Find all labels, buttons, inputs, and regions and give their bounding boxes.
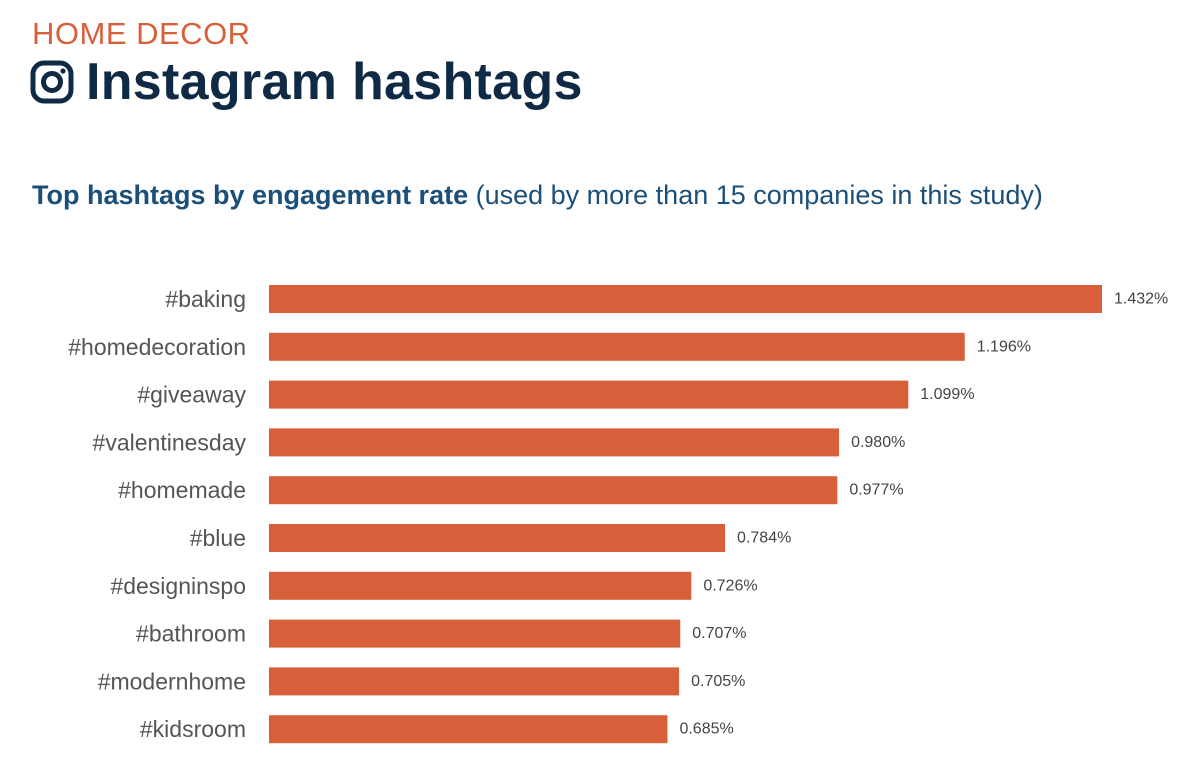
bar <box>269 619 681 648</box>
bar <box>269 332 965 361</box>
category-label: #bathroom <box>136 621 246 647</box>
bar <box>269 285 1102 313</box>
category-label: #giveaway <box>137 382 246 408</box>
category-label: #kidsroom <box>140 716 246 742</box>
chart-subtitle: Top hashtags by engagement rate (used by… <box>32 180 1043 211</box>
value-label: 0.707% <box>692 625 746 642</box>
category-label: #valentinesday <box>93 429 247 455</box>
subtitle-bold: Top hashtags by engagement rate <box>32 180 469 210</box>
value-label: 0.726% <box>703 577 757 594</box>
value-label: 1.099% <box>920 386 974 403</box>
value-label: 0.977% <box>849 482 903 499</box>
value-label: 0.705% <box>691 673 745 690</box>
bar <box>269 380 909 409</box>
bar <box>269 524 726 552</box>
bar-chart: #baking 1.432% #homedecoration 1.196% #givea… <box>68 285 1168 744</box>
value-label: 0.685% <box>679 721 733 738</box>
instagram-icon <box>30 60 74 104</box>
bar <box>269 428 840 457</box>
page-title: Instagram hashtags <box>86 53 583 111</box>
value-label: 0.980% <box>851 434 905 451</box>
category-label: #designinspo <box>110 573 246 599</box>
category-label: #homedecoration <box>68 334 246 360</box>
category-label: #homemade <box>118 477 246 503</box>
value-label: 1.432% <box>1114 291 1168 308</box>
category-label: #blue <box>190 525 246 551</box>
title-row: Instagram hashtags <box>30 52 583 112</box>
kicker-label: HOME DECOR <box>32 16 251 51</box>
value-label: 0.784% <box>737 530 791 547</box>
category-label: #modernhome <box>98 668 246 694</box>
subtitle-note: (used by more than 15 companies in this … <box>475 180 1043 210</box>
value-label: 1.196% <box>977 338 1031 355</box>
category-label: #baking <box>165 286 246 312</box>
bar <box>269 667 680 696</box>
bar <box>269 715 668 744</box>
bar <box>269 571 692 600</box>
bar <box>269 476 838 505</box>
